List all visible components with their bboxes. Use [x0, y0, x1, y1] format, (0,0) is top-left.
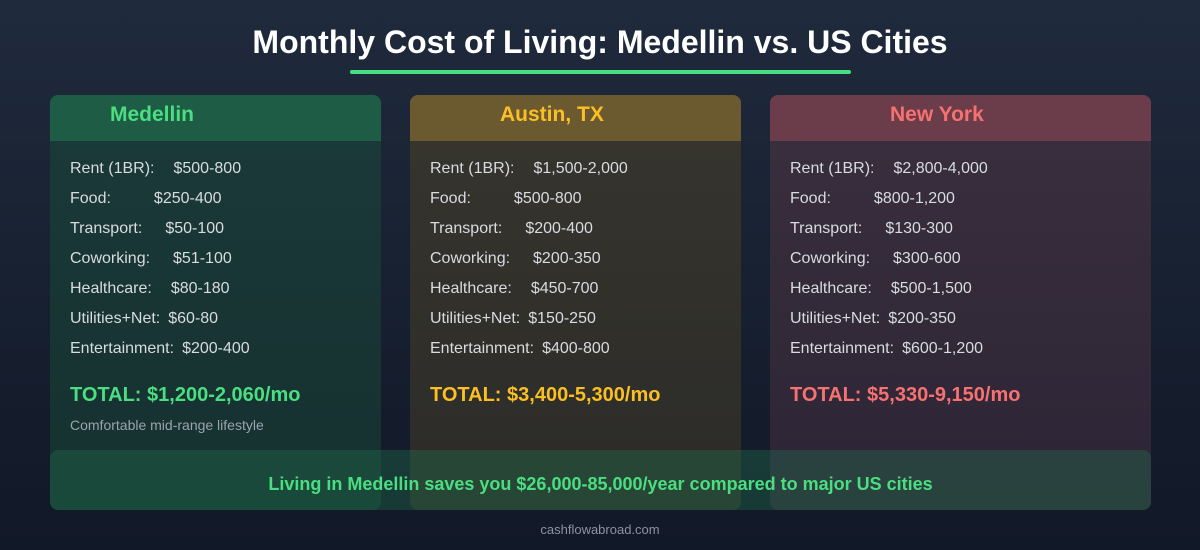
cost-row: Rent (1BR): $500-800: [70, 160, 361, 190]
cost-label: Transport:: [430, 220, 503, 237]
footer-source: cashflowabroad.com: [540, 522, 660, 537]
cost-row: Transport: $50-100: [70, 220, 361, 250]
cost-label: Food:: [790, 190, 831, 207]
cost-value: $450-700: [530, 280, 599, 297]
cost-label: Entertainment:: [70, 340, 175, 357]
cost-label: Transport:: [70, 220, 143, 237]
cost-row: Utilities+Net: $150-250: [430, 310, 721, 340]
cost-label: Healthcare:: [70, 280, 152, 297]
cost-label: Healthcare:: [430, 280, 512, 297]
cost-value: $2,800-4,000: [893, 160, 988, 177]
cost-value: $200-350: [533, 250, 601, 267]
cost-label: Rent (1BR):: [70, 160, 155, 177]
cost-row: Utilities+Net: $200-350: [790, 310, 1131, 340]
cost-row: Healthcare: $450-700: [430, 280, 721, 310]
cost-row: Food: $500-800: [430, 190, 721, 220]
cost-label: Food:: [430, 190, 471, 207]
cost-row: Coworking: $200-350: [430, 250, 721, 280]
cost-label: Rent (1BR):: [790, 160, 875, 177]
cost-label: Entertainment:: [430, 340, 535, 357]
cost-value: $60-80: [168, 310, 219, 327]
cost-label: Coworking:: [430, 250, 511, 267]
cost-value: $200-350: [888, 310, 956, 327]
cost-row: Entertainment: $400-800: [430, 340, 721, 370]
cost-row: Transport: $130-300: [790, 220, 1131, 250]
cost-value: $150-250: [528, 310, 596, 327]
cost-label: Transport:: [790, 220, 863, 237]
cost-value: $500-1,500: [890, 280, 972, 297]
card-header: Medellin: [50, 95, 381, 141]
card-header: New York: [770, 95, 1151, 141]
cost-row: Coworking: $51-100: [70, 250, 361, 280]
cost-value: $250-400: [153, 190, 222, 207]
cost-row: Food: $250-400: [70, 190, 361, 220]
cost-value: $500-800: [173, 160, 242, 177]
cost-label: Healthcare:: [790, 280, 872, 297]
card-note: Comfortable mid-range lifestyle: [70, 417, 264, 433]
cost-label: Coworking:: [790, 250, 871, 267]
cost-row: Entertainment: $200-400: [70, 340, 361, 370]
cost-value: $400-800: [542, 340, 610, 357]
cost-label: Entertainment:: [790, 340, 895, 357]
cost-row: Rent (1BR): $1,500-2,000: [430, 160, 721, 190]
cost-value: $50-100: [165, 220, 225, 237]
cost-value: $1,500-2,000: [533, 160, 628, 177]
cost-label: Utilities+Net:: [70, 310, 161, 327]
cost-label: Utilities+Net:: [430, 310, 521, 327]
card-austin: Austin, TX Rent (1BR): $1,500-2,000 Food: $…: [410, 95, 741, 510]
cost-value: $130-300: [885, 220, 953, 237]
card-total: TOTAL: $5,330-9,150/mo: [790, 384, 1021, 406]
cost-value: $51-100: [173, 250, 232, 267]
card-medellin: Medellin Rent (1BR): $500-800 Food: $250-40…: [50, 95, 381, 510]
cost-row: Coworking: $300-600: [790, 250, 1131, 280]
cost-row: Utilities+Net: $60-80: [70, 310, 361, 340]
cost-value: $500-800: [513, 190, 582, 207]
page-title: Monthly Cost of Living: Medellin vs. US …: [252, 24, 948, 60]
cost-value: $80-180: [170, 280, 230, 297]
cost-row: Entertainment: $600-1,200: [790, 340, 1131, 370]
cost-label: Coworking:: [70, 250, 151, 267]
cost-value: $200-400: [182, 340, 250, 357]
card-new-york: New York Rent (1BR): $2,800-4,000 Food: $80…: [770, 95, 1151, 510]
cost-value: $800-1,200: [873, 190, 955, 207]
cost-value: $300-600: [893, 250, 961, 267]
cost-row: Food: $800-1,200: [790, 190, 1131, 220]
cost-row: Healthcare: $80-180: [70, 280, 361, 310]
cost-row: Rent (1BR): $2,800-4,000: [790, 160, 1131, 190]
card-total: TOTAL: $3,400-5,300/mo: [430, 384, 661, 406]
cost-label: Food:: [70, 190, 111, 207]
savings-banner: Living in Medellin saves you $26,000-85,…: [50, 450, 1151, 510]
cost-label: Utilities+Net:: [790, 310, 881, 327]
title-underline: [350, 70, 851, 74]
cost-row: Healthcare: $500-1,500: [790, 280, 1131, 310]
cost-label: Rent (1BR):: [430, 160, 515, 177]
card-total: TOTAL: $1,200-2,060/mo: [70, 384, 301, 406]
cost-value: $200-400: [525, 220, 593, 237]
cost-row: Transport: $200-400: [430, 220, 721, 250]
cost-value: $600-1,200: [902, 340, 984, 357]
card-header: Austin, TX: [410, 95, 741, 141]
